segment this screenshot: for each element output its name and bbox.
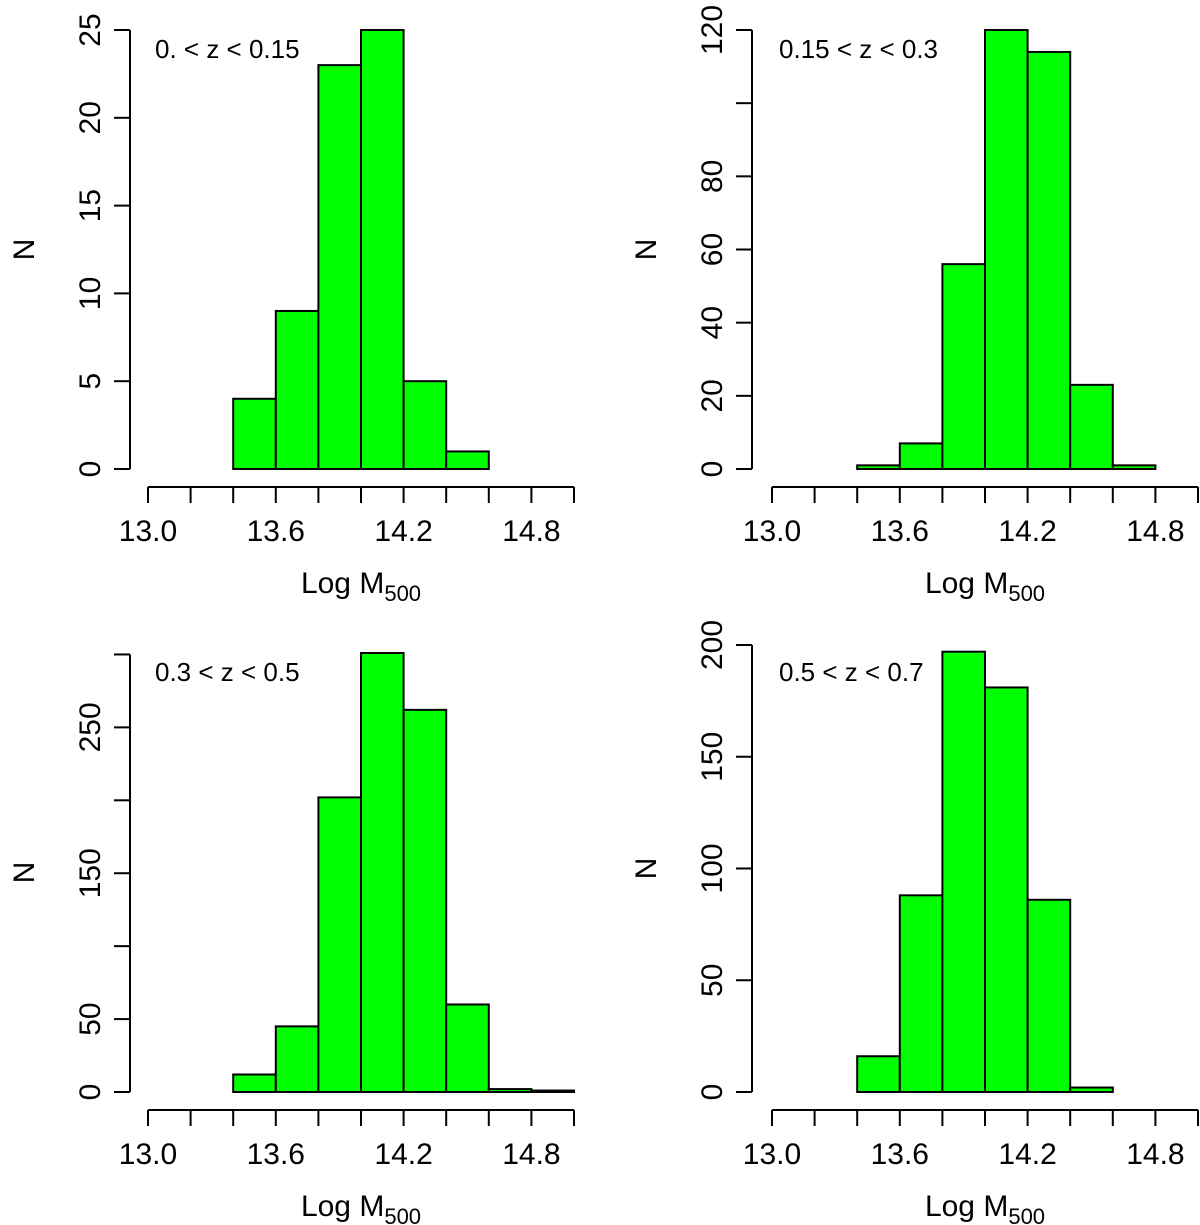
histogram-bar [1069,1086,1114,1094]
histogram-bar [984,29,1029,470]
redshift-range-label: 0.3 < z < 0.5 [155,657,300,687]
x-tick-label: 13.6 [871,515,929,548]
y-tick-label: 120 [696,5,729,55]
y-tick-label: 80 [696,160,729,193]
redshift-range-label: 0. < z < 0.15 [155,34,300,64]
histogram-panel: 13.0 13.6 14.2 14.8 0 50 100 150 200 N Log M500 0.5… [630,620,1199,1225]
histogram-bar [1026,898,1072,1093]
y-axis-label: N [8,239,41,261]
histogram-bar [530,1089,576,1093]
histogram-bar [274,309,320,470]
x-tick-label: 13.0 [743,515,801,548]
y-tick-label: 150 [74,848,107,898]
histogram-bar [1026,50,1072,470]
y-tick-label: 150 [696,732,729,782]
histogram-bar [317,64,362,471]
y-tick-label: 25 [74,13,107,46]
y-tick-label: 250 [74,702,107,752]
y-axis-label: N [630,239,663,261]
y-tick-label: 50 [696,964,729,997]
histogram-bar [1111,464,1157,471]
y-tick-label: 0 [696,1084,729,1101]
x-axis-label: Log M500 [925,567,1045,606]
histogram-bar [856,464,901,471]
histogram-bar [445,450,490,471]
x-tick-label: 14.8 [1126,1138,1184,1171]
histogram-bar [941,263,987,470]
y-axis-label: N [8,862,41,884]
x-axis-label: Log M500 [301,1190,421,1225]
x-axis-label: Log M500 [925,1190,1045,1225]
histogram-bar [898,894,944,1093]
histogram-bar [984,686,1029,1094]
histogram-bar [402,708,448,1093]
histogram-bar [856,1055,901,1093]
histogram-bar [487,1088,533,1093]
x-tick-label: 13.0 [119,1138,177,1171]
x-tick-label: 14.2 [374,1138,432,1171]
histogram-bar [445,1003,490,1094]
y-tick-label: 20 [74,101,107,134]
y-tick-label: 50 [74,1002,107,1035]
x-tick-label: 13.0 [743,1138,801,1171]
x-tick-label: 13.6 [871,1138,929,1171]
x-tick-label: 13.6 [247,515,305,548]
histogram-panel: 13.0 13.6 14.2 14.8 0 50 150 250 N Log M500 0.3 < … [8,652,576,1225]
histogram-bar [360,652,405,1093]
x-tick-label: 14.2 [998,1138,1056,1171]
y-tick-label: 0 [74,1084,107,1101]
x-tick-label: 14.8 [502,515,560,548]
x-tick-label: 14.8 [1126,515,1184,548]
x-tick-label: 13.0 [119,515,177,548]
y-tick-label: 200 [696,620,729,670]
redshift-range-label: 0.15 < z < 0.3 [779,34,938,64]
x-axis-label: Log M500 [301,567,421,606]
histogram-bar [232,1073,277,1093]
y-tick-label: 40 [696,306,729,339]
y-axis-label: N [630,858,663,880]
histogram-bar [402,380,448,471]
y-tick-label: 60 [696,233,729,266]
x-tick-label: 13.6 [247,1138,305,1171]
x-tick-label: 14.2 [374,515,432,548]
histogram-bar [941,650,987,1094]
histogram-bar [1069,383,1114,471]
histogram-panel: 13.0 13.6 14.2 14.8 0 5 10 15 20 25 N Log M500 0. < … [8,13,575,606]
histogram-bar [317,796,362,1094]
histogram-bar [274,1025,320,1093]
y-tick-label: 5 [74,373,107,390]
histogram-bar [898,442,944,470]
histogram-bar [232,397,277,471]
y-tick-label: 20 [696,379,729,412]
histogram-bar [360,29,405,470]
y-tick-label: 15 [74,189,107,222]
histogram-panel: 13.0 13.6 14.2 14.8 0 20 40 60 80 120 N Log M500 0.1… [630,5,1199,606]
y-tick-label: 100 [696,843,729,893]
x-tick-label: 14.2 [998,515,1056,548]
redshift-range-label: 0.5 < z < 0.7 [779,657,924,687]
x-tick-label: 14.8 [502,1138,560,1171]
y-tick-label: 0 [74,461,107,478]
y-tick-label: 0 [696,461,729,478]
y-tick-label: 10 [74,277,107,310]
